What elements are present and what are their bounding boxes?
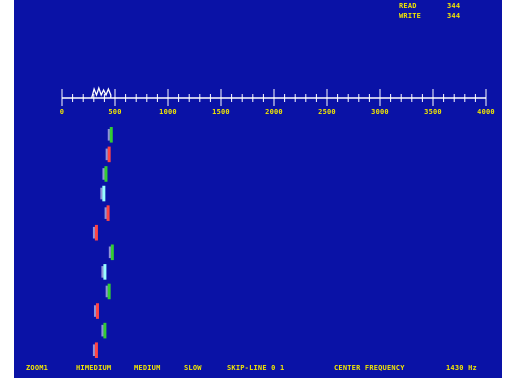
read-write-counters: READ 344 WRITE 344 [399, 2, 499, 22]
stat-read-value: 344 [447, 2, 461, 10]
waterfall-trace-shadow [102, 168, 105, 180]
waterfall-trace [106, 205, 110, 221]
tick-label-2000: 2000 [265, 108, 283, 116]
tick-label-1000: 1000 [159, 108, 177, 116]
stat-write-value: 344 [447, 12, 461, 20]
tick-label-0: 0 [59, 108, 65, 116]
waterfall-trace-shadow [105, 285, 108, 298]
tick-label-4000: 4000 [477, 108, 495, 116]
waterfall-trace-shadow [108, 246, 111, 259]
waterfall-trace [110, 244, 114, 261]
waterfall-trace [103, 264, 107, 280]
waterfall-trace [94, 342, 98, 358]
waterfall-trace-shadow [104, 207, 107, 219]
status-contrast[interactable]: MEDIUM [134, 364, 161, 372]
stat-read-label: READ [399, 2, 417, 10]
tick-label-1500: 1500 [212, 108, 230, 116]
status-center-frequency-value: 1430 Hz [446, 364, 477, 372]
status-zoom[interactable]: ZOOM1 [26, 364, 49, 372]
tick-label-3000: 3000 [371, 108, 389, 116]
waterfall-trace-shadow [92, 226, 95, 239]
waterfall-trace [103, 322, 107, 339]
waterfall-display-window: READ 344 WRITE 344 0 500 1000 1500 2000 2500 3… [14, 0, 502, 378]
tick-label-500: 500 [108, 108, 122, 116]
waterfall-trace [102, 185, 106, 202]
waterfall-trace-shadow [100, 187, 103, 200]
waterfall-trace-shadow [92, 344, 95, 356]
tick-label-3500: 3500 [424, 108, 442, 116]
waterfall-trace-shadow [107, 129, 110, 141]
waterfall-trace-shadow [105, 148, 108, 161]
waterfall-trace [94, 224, 98, 241]
status-gain[interactable]: HIMEDIUM [76, 364, 112, 372]
tick-label-2500: 2500 [318, 108, 336, 116]
waterfall-trace [109, 127, 113, 143]
waterfall-trace [104, 166, 108, 182]
waterfall-trace-shadow [101, 266, 104, 278]
waterfall-trace-shadow [93, 305, 96, 317]
stat-read: READ 344 [399, 2, 499, 11]
waterfall-trace [107, 283, 111, 300]
waterfall-trace [107, 146, 111, 163]
status-speed[interactable]: SLOW [184, 364, 202, 372]
waterfall-trace-shadow [101, 324, 104, 337]
frequency-axis [61, 85, 487, 106]
spectrum-peak [91, 85, 112, 99]
status-center-frequency-label: CENTER FREQUENCY [334, 364, 405, 372]
status-bar: ZOOM1 HIMEDIUM MEDIUM SLOW SKIP-LINE 0 1… [14, 362, 502, 374]
stat-write-label: WRITE [399, 12, 422, 20]
status-skip-line[interactable]: SKIP-LINE 0 1 [227, 364, 285, 372]
waterfall-plot [92, 127, 114, 358]
waterfall-trace [95, 303, 99, 319]
stat-write: WRITE 344 [399, 12, 499, 21]
